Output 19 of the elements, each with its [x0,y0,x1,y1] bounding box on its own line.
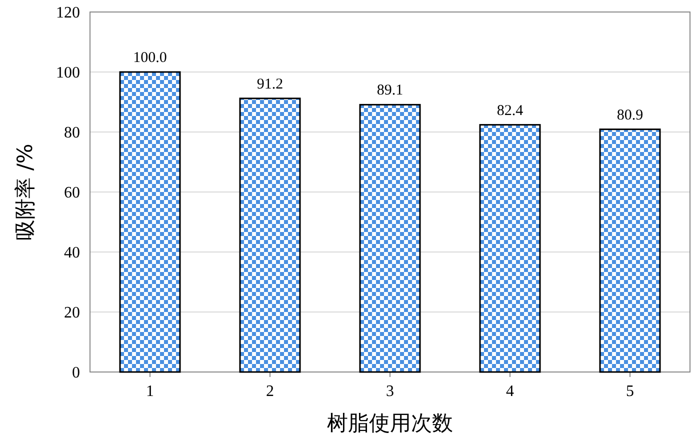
data-label: 82.4 [496,102,524,119]
y-tick-label: 80 [64,124,80,142]
x-tick-label: 1 [146,383,154,400]
y-tick-label: 40 [64,244,80,262]
y-tick-label: 120 [56,4,80,22]
x-tick-label: 4 [506,383,514,400]
y-axis-title: 吸附率 /% [13,144,37,240]
y-tick-label: 20 [64,304,80,322]
data-label: 89.1 [376,82,404,99]
x-tick-label: 5 [626,383,634,400]
x-tick-label: 2 [266,383,274,400]
data-label: 80.9 [616,107,644,124]
y-tick-label: 0 [72,364,80,382]
y-tick-label: 60 [64,184,80,202]
data-label: 91.2 [256,76,284,92]
data-label: 100.0 [133,50,167,66]
x-axis-title: 树脂使用次数 [327,411,453,435]
y-tick-label: 100 [56,64,80,82]
x-tick-label: 3 [386,383,394,400]
